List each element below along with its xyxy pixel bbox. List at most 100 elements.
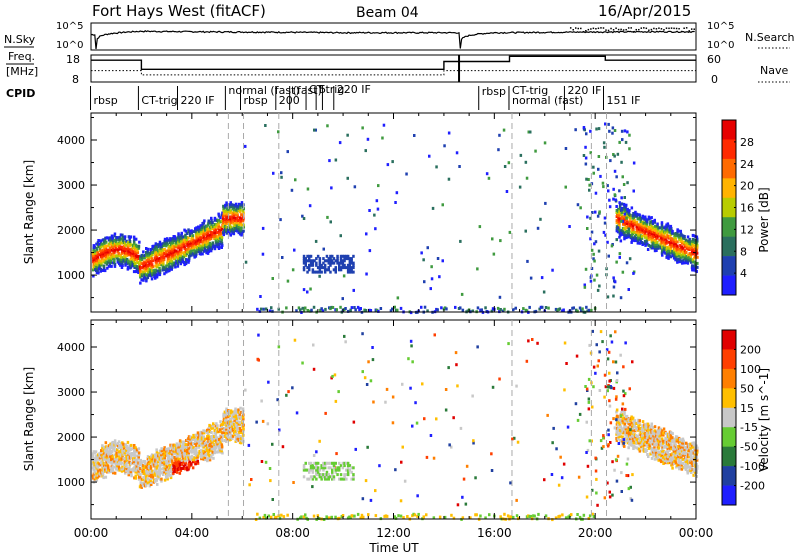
- power-echo-cell: [661, 229, 664, 233]
- noise-search-point: [610, 27, 612, 30]
- velocity-echo-cell: [199, 434, 202, 438]
- velocity-echo-cell: [353, 514, 356, 518]
- power-echo-cell: [124, 257, 127, 261]
- power-echo-cell: [139, 269, 142, 273]
- velocity-echo-cell: [696, 448, 699, 452]
- power-echo-cell: [205, 224, 208, 228]
- velocity-echo-cell: [207, 447, 210, 451]
- velocity-echo-cell: [231, 410, 235, 414]
- power-echo-cell: [634, 239, 638, 242]
- power-echo-cell: [280, 171, 283, 175]
- power-echo-cell: [200, 226, 204, 230]
- power-echo-cell: [173, 263, 176, 267]
- power-echo-cell: [455, 151, 459, 155]
- power-echo-cell: [659, 242, 662, 246]
- power-echo-cell: [96, 253, 100, 257]
- velocity-echo-cell: [237, 434, 240, 438]
- velocity-echo-cell: [139, 467, 142, 470]
- velocity-colorbar-tick-label: -100: [740, 460, 765, 473]
- power-echo-cell: [297, 306, 301, 310]
- power-echo-cell: [644, 243, 647, 247]
- power-echo-cell: [654, 240, 658, 244]
- velocity-echo-cell: [130, 443, 133, 447]
- velocity-echo-cell: [645, 442, 649, 446]
- power-echo-cell: [581, 307, 584, 311]
- power-echo-cell: [447, 131, 451, 135]
- power-echo-cell: [232, 216, 236, 219]
- power-echo-cell: [183, 228, 186, 232]
- power-echo-cell: [224, 228, 227, 232]
- power-echo-cell: [644, 215, 647, 219]
- power-echo-cell: [211, 227, 215, 231]
- velocity-echo-cell: [417, 512, 420, 516]
- power-echo-cell: [612, 187, 615, 191]
- power-echo-cell: [122, 247, 125, 251]
- velocity-echo-cell: [646, 453, 649, 456]
- velocity-echo-cell: [216, 436, 219, 440]
- power-echo-cell: [587, 308, 591, 312]
- velocity-echo-cell: [208, 423, 211, 427]
- velocity-echo-cell: [646, 422, 650, 426]
- power-echo-cell: [125, 251, 128, 255]
- velocity-echo-cell: [231, 426, 235, 430]
- power-echo-cell: [691, 264, 694, 268]
- power-echo-cell: [674, 236, 677, 239]
- power-echo-cell: [164, 250, 168, 254]
- velocity-echo-cell: [158, 457, 161, 461]
- velocity-echo-cell: [217, 448, 221, 452]
- velocity-echo-cell: [154, 457, 157, 461]
- power-echo-cell: [155, 251, 158, 255]
- velocity-echo-cell: [158, 471, 161, 475]
- power-echo-cell: [233, 214, 236, 217]
- velocity-echo-cell: [152, 478, 156, 482]
- velocity-echo-cell: [611, 493, 614, 497]
- power-echo-cell: [332, 261, 336, 265]
- power-echo-cell: [146, 270, 150, 274]
- power-echo-cell: [668, 228, 671, 232]
- power-echo-cell: [165, 264, 168, 268]
- power-echo-cell: [630, 240, 633, 244]
- power-echo-cell: [332, 268, 336, 272]
- velocity-echo-cell: [320, 475, 323, 479]
- power-echo-cell: [154, 276, 157, 280]
- power-echo-cell: [633, 222, 637, 226]
- power-echo-cell: [677, 247, 680, 251]
- power-echo-cell: [101, 242, 104, 246]
- velocity-echo-cell: [111, 440, 114, 444]
- power-echo-cell: [348, 257, 352, 261]
- power-echo-cell: [197, 241, 201, 245]
- power-echo-cell: [320, 307, 323, 311]
- velocity-echo-cell: [659, 458, 662, 462]
- velocity-echo-cell: [95, 476, 98, 480]
- power-echo-cell: [294, 178, 297, 182]
- power-echo-cell: [131, 262, 134, 266]
- velocity-echo-cell: [137, 471, 140, 475]
- power-echo-cell: [666, 246, 670, 250]
- power-echo-cell: [107, 250, 110, 254]
- power-echo-cell: [309, 259, 313, 263]
- power-echo-cell: [631, 232, 635, 236]
- power-echo-cell: [306, 266, 309, 270]
- power-echo-cell: [430, 277, 434, 281]
- power-echo-cell: [323, 259, 327, 263]
- power-echo-cell: [627, 229, 631, 233]
- power-echo-cell: [634, 214, 637, 218]
- velocity-echo-cell: [341, 461, 345, 465]
- velocity-echo-cell: [674, 451, 677, 455]
- velocity-echo-cell: [158, 455, 162, 459]
- power-echo-cell: [692, 252, 695, 256]
- power-echo-cell: [223, 220, 227, 223]
- velocity-echo-cell: [223, 430, 226, 434]
- power-echo-cell: [119, 257, 123, 261]
- power-echo-cell: [377, 309, 380, 313]
- power-echo-cell: [584, 267, 588, 271]
- velocity-echo-cell: [102, 445, 106, 449]
- noise-search-point: [627, 27, 630, 29]
- power-echo-cell: [592, 165, 595, 169]
- power-echo-cell: [99, 251, 103, 255]
- power-echo-cell: [625, 226, 629, 229]
- velocity-echo-cell: [671, 436, 674, 440]
- velocity-echo-cell: [194, 443, 198, 447]
- power-echo-cell: [202, 229, 206, 233]
- power-echo-cell: [350, 268, 353, 272]
